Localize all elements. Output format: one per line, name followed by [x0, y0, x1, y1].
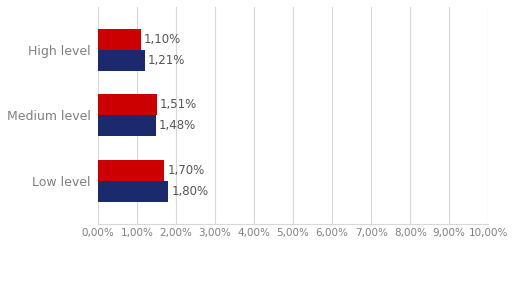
Bar: [98, 29, 141, 50]
Bar: [98, 115, 156, 136]
Text: 1,10%: 1,10%: [144, 33, 181, 46]
Bar: [98, 181, 168, 202]
Text: 1,80%: 1,80%: [171, 185, 209, 198]
Text: 1,51%: 1,51%: [160, 98, 197, 111]
Text: 1,48%: 1,48%: [159, 119, 196, 132]
Text: 1,21%: 1,21%: [148, 54, 185, 67]
Text: 1,70%: 1,70%: [167, 164, 204, 177]
Bar: [98, 160, 164, 181]
Bar: [98, 94, 157, 115]
Bar: [98, 50, 145, 71]
